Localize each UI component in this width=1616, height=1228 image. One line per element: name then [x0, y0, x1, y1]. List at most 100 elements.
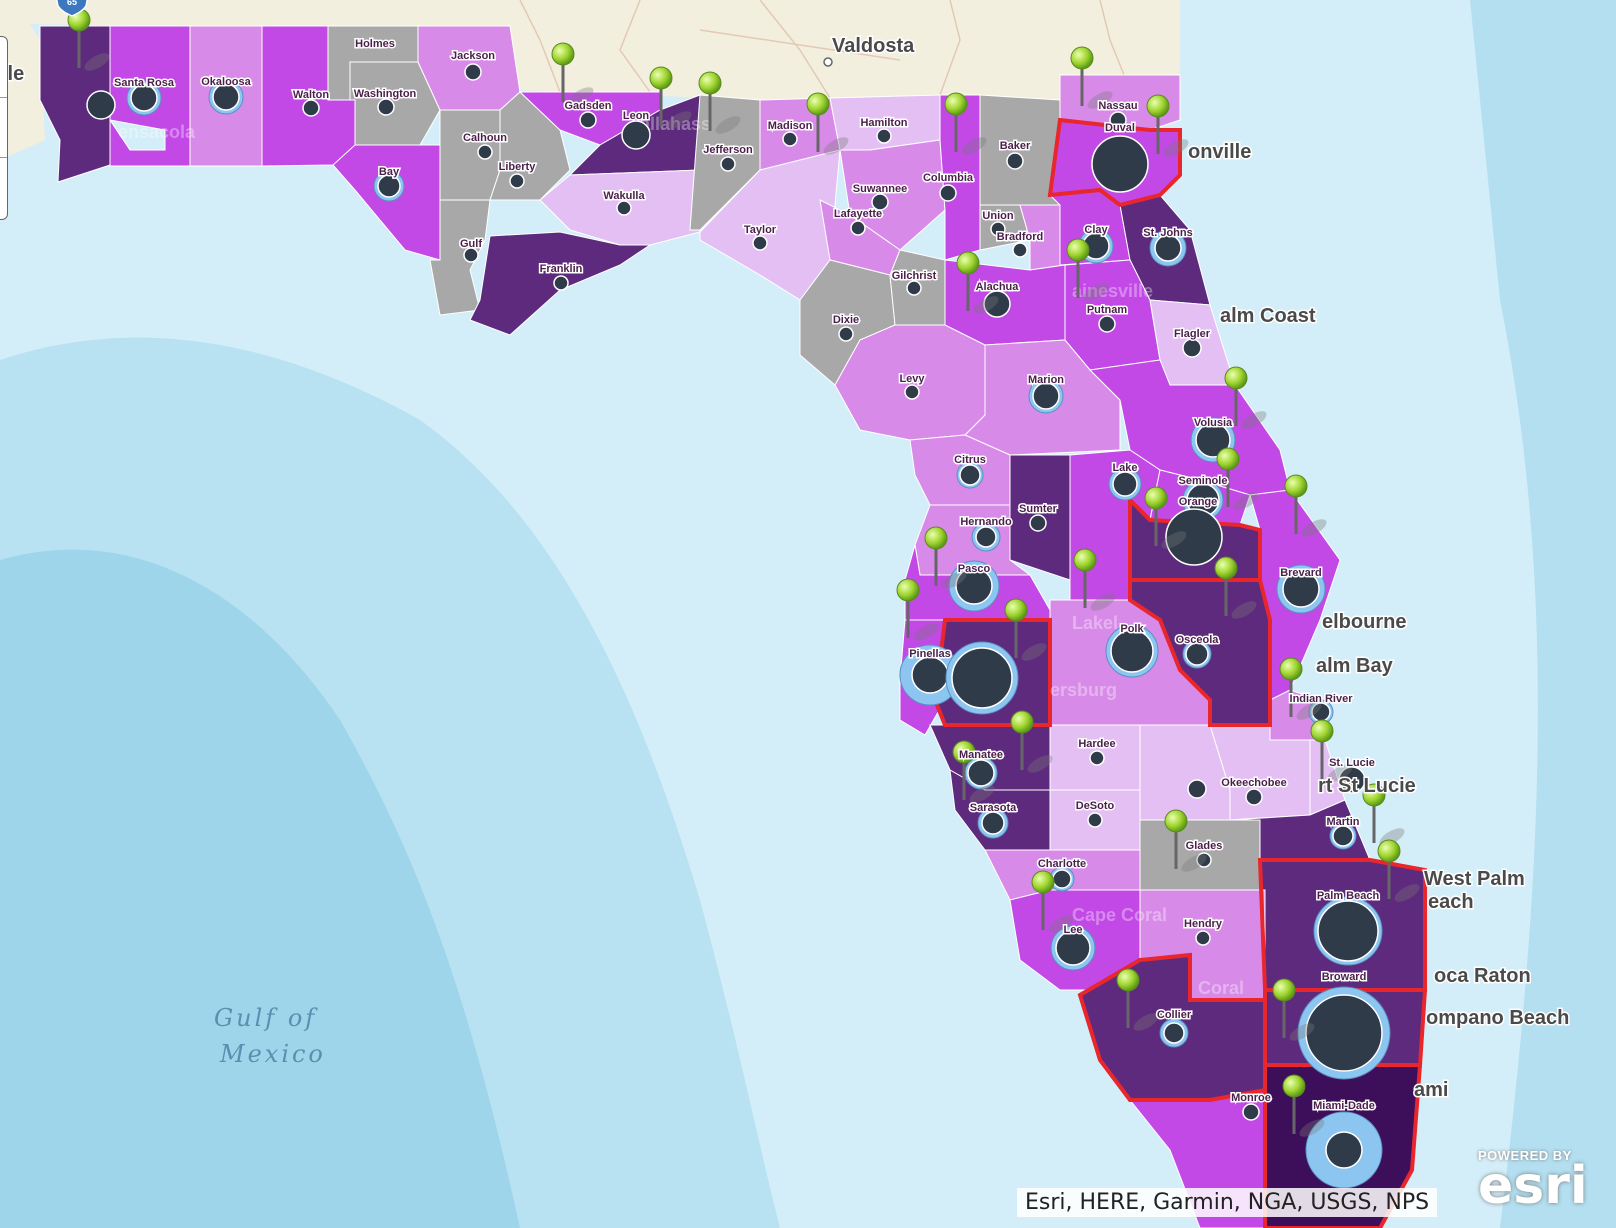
pin-marker-icon[interactable]	[924, 526, 969, 592]
symbol-circle[interactable]	[302, 99, 320, 117]
symbol-circle[interactable]	[1006, 152, 1024, 170]
symbol-circle[interactable]	[1242, 1103, 1260, 1121]
pin-marker-icon[interactable]	[1214, 556, 1259, 622]
symbol-circle[interactable]	[1332, 825, 1354, 847]
symbol-circle[interactable]	[1087, 812, 1103, 828]
symbol-circle[interactable]	[1165, 508, 1223, 566]
pin-marker-icon[interactable]	[1031, 870, 1076, 936]
symbol-circle[interactable]	[1305, 994, 1383, 1072]
symbol-circle[interactable]	[1182, 338, 1202, 358]
pin-marker-icon[interactable]	[1164, 809, 1209, 875]
county-label: Calhoun	[463, 132, 507, 144]
symbol-circle[interactable]	[509, 173, 525, 189]
pin-marker-icon[interactable]	[944, 92, 989, 158]
symbol-circle[interactable]	[990, 221, 1006, 237]
symbol-circle[interactable]	[1185, 642, 1209, 666]
map-control-panel[interactable]	[0, 36, 8, 220]
pin-marker-icon[interactable]	[1070, 46, 1115, 112]
symbol-circle[interactable]	[1052, 869, 1072, 889]
pin-marker-icon[interactable]	[1146, 94, 1191, 160]
pin-marker-icon[interactable]	[1144, 486, 1189, 552]
symbol-circle[interactable]	[752, 235, 768, 251]
symbol-circle[interactable]	[983, 290, 1011, 318]
pin-marker-icon[interactable]	[1004, 598, 1049, 664]
symbol-circle[interactable]	[477, 144, 493, 160]
symbol-circle[interactable]	[838, 326, 854, 342]
pin-marker-icon[interactable]	[896, 578, 941, 644]
symbol-circle[interactable]	[377, 174, 401, 198]
symbol-circle[interactable]	[1325, 1131, 1363, 1169]
symbol-circle[interactable]	[959, 464, 981, 486]
symbol-circle[interactable]	[904, 384, 920, 400]
symbol-circle[interactable]	[464, 63, 482, 81]
county-label: Polk	[1120, 623, 1144, 635]
pin-marker-icon[interactable]	[1272, 978, 1317, 1044]
symbol-circle[interactable]	[1196, 852, 1212, 868]
pin-marker-icon[interactable]	[1279, 657, 1324, 723]
symbol-circle[interactable]	[1089, 750, 1105, 766]
symbol-circle[interactable]	[579, 111, 597, 129]
pin-marker-icon[interactable]	[1216, 447, 1261, 513]
pin-marker-icon[interactable]	[956, 251, 1001, 317]
symbol-circle[interactable]	[1245, 788, 1263, 806]
symbol-circle[interactable]	[86, 90, 116, 120]
symbol-circle[interactable]	[850, 220, 866, 236]
symbol-circle[interactable]	[1110, 629, 1154, 673]
symbol-circle[interactable]	[1163, 1022, 1185, 1044]
symbol-circle[interactable]	[553, 275, 569, 291]
symbol-circle[interactable]	[782, 131, 798, 147]
symbol-circle[interactable]	[1282, 570, 1320, 608]
symbol-circle[interactable]	[1098, 315, 1116, 333]
pin-marker-icon[interactable]	[952, 740, 997, 806]
map-attribution[interactable]: Esri, HERE, Garmin, NGA, USGS, NPS	[1017, 1188, 1438, 1217]
symbol-circle[interactable]	[1195, 930, 1211, 946]
symbol-circle[interactable]	[955, 567, 993, 605]
symbol-circle[interactable]	[1109, 111, 1127, 129]
esri-logo[interactable]: POWERED BY esri	[1478, 1148, 1610, 1218]
pin-marker-icon[interactable]	[1377, 839, 1422, 905]
county-nassau[interactable]	[1059, 74, 1181, 131]
pin-marker-icon[interactable]	[698, 71, 743, 137]
symbol-circle[interactable]	[130, 84, 158, 112]
symbol-circle[interactable]	[906, 280, 922, 296]
symbol-circle[interactable]	[951, 647, 1013, 709]
pin-marker-icon[interactable]	[1224, 366, 1269, 432]
pin-marker-icon[interactable]	[1066, 238, 1111, 304]
symbol-circle[interactable]	[871, 193, 889, 211]
symbol-circle[interactable]	[1029, 514, 1047, 532]
symbol-circle[interactable]	[876, 128, 892, 144]
symbol-circle[interactable]	[1317, 900, 1379, 962]
pin-marker-icon[interactable]	[1282, 1074, 1327, 1140]
symbol-circle[interactable]	[1012, 242, 1028, 258]
symbol-circle[interactable]	[939, 184, 957, 202]
symbol-circle[interactable]	[616, 200, 632, 216]
symbol-circle[interactable]	[967, 759, 995, 787]
symbol-circle[interactable]	[1091, 135, 1149, 193]
symbol-circle[interactable]	[621, 120, 651, 150]
symbol-circle[interactable]	[1154, 234, 1182, 262]
symbol-circle[interactable]	[981, 811, 1005, 835]
symbol-circle[interactable]	[720, 156, 736, 172]
symbol-circle[interactable]	[1187, 779, 1207, 799]
symbol-circle[interactable]	[975, 526, 997, 548]
symbol-circle[interactable]	[1032, 382, 1060, 410]
symbol-circle[interactable]	[1338, 766, 1366, 794]
pin-marker-icon[interactable]	[806, 92, 851, 158]
pin-marker-icon[interactable]	[649, 66, 694, 132]
pin-marker-icon[interactable]	[1310, 719, 1355, 785]
symbol-circle[interactable]	[1112, 471, 1138, 497]
pin-marker-icon[interactable]	[551, 42, 596, 108]
symbol-circle[interactable]	[377, 98, 395, 116]
pin-marker-icon[interactable]	[1010, 710, 1055, 776]
county-label: Putnam	[1087, 304, 1128, 316]
symbol-circle[interactable]	[212, 83, 240, 111]
pin-marker-icon[interactable]	[1073, 548, 1118, 614]
symbol-circle[interactable]	[463, 247, 479, 263]
water-label-mexico: Mexico	[219, 1040, 326, 1068]
pin-marker-icon[interactable]	[1284, 474, 1329, 540]
symbol-circle[interactable]	[1195, 422, 1231, 458]
symbol-circle[interactable]	[911, 656, 949, 694]
pin-marker-icon[interactable]	[1116, 968, 1161, 1034]
symbol-circle[interactable]	[1055, 930, 1091, 966]
